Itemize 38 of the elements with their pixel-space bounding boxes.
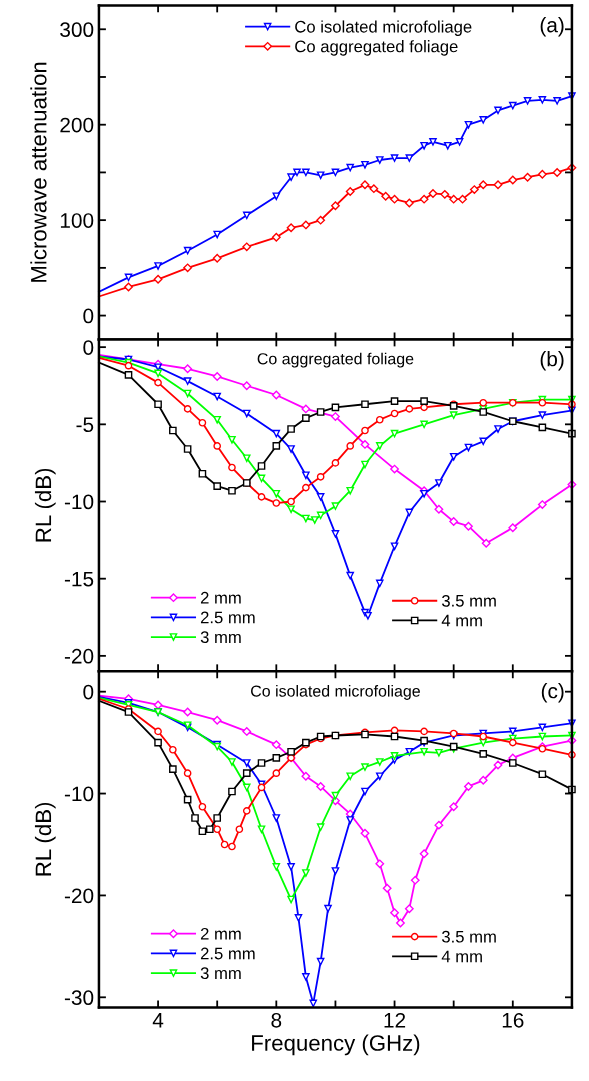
y-tick-label: 100 [60,213,94,228]
annotation: (b) [540,351,564,371]
y-axis-title: Microwave attenuation [30,62,47,282]
text: Co aggregated foliage [257,352,414,368]
y-tick-label: 300 [60,22,94,38]
y-axis-title: RL (dB) [34,468,56,542]
y-tick-label: -10 [64,494,94,510]
legend-label: 4 mm [441,614,482,627]
legend-label: 3.5 mm [441,930,496,943]
y-tick-label: -15 [64,571,94,587]
annotation: (c) [541,683,564,703]
legend-label: 3.5 mm [441,594,496,607]
y-tick-label: 0 [83,340,94,355]
x-axis-title: Frequency (GHz) [252,1034,420,1056]
y-tick-label: -20 [64,648,94,664]
y-tick-label: -20 [64,888,94,904]
legend-label: Co aggregated foliage [295,40,458,56]
x-tick-label: 8 [271,1012,282,1028]
legend-label: 2 mm [200,591,241,604]
y-tick-label: -10 [64,786,94,802]
legend-label: 3 mm [200,967,241,980]
legend-label: 3 mm [200,631,241,644]
y-tick-label: -30 [64,990,94,1006]
y-tick-label: 200 [60,117,94,133]
text: Co isolated microfoliage [251,685,420,700]
legend-label: 2.5 mm [200,947,255,960]
x-tick-label: 12 [384,1012,406,1028]
annotation: (a) [540,17,564,37]
x-tick-label: 16 [502,1012,524,1028]
y-tick-label: -5 [76,417,94,433]
y-axis-title: RL (dB) [34,802,56,876]
legend-label: 4 mm [441,950,482,963]
legend-label: 2.5 mm [200,611,255,624]
legend-label: Co isolated microfoliage [295,20,472,36]
x-tick-label: 4 [152,1013,164,1028]
y-tick-label: 0 [83,684,94,700]
legend-label: 2 mm [200,927,241,940]
y-tick-label: 0 [83,308,94,324]
